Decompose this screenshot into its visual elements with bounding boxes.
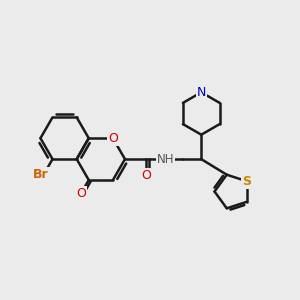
Text: Br: Br — [33, 168, 49, 182]
Text: NH: NH — [157, 153, 174, 166]
Text: O: O — [108, 132, 118, 145]
Text: O: O — [141, 169, 151, 182]
Text: S: S — [242, 175, 251, 188]
Text: O: O — [76, 187, 86, 200]
Text: N: N — [196, 86, 206, 99]
